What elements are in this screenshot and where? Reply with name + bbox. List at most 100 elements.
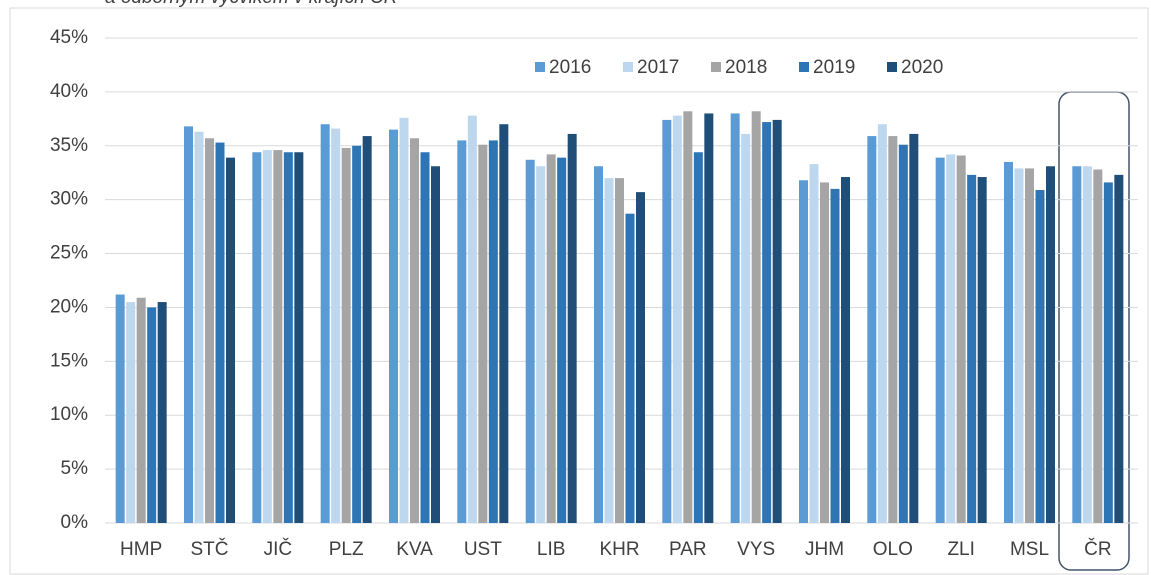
bar	[977, 177, 987, 524]
bar	[1004, 161, 1013, 523]
bar	[888, 136, 898, 524]
bar	[1025, 168, 1034, 523]
bar	[457, 140, 467, 523]
bar	[625, 213, 635, 523]
x-tick-label: PAR	[669, 539, 707, 560]
bar	[420, 152, 430, 523]
bar	[704, 113, 714, 523]
bar	[283, 152, 293, 523]
y-tick-label: 0%	[61, 512, 89, 533]
bar	[594, 166, 603, 523]
bar	[184, 126, 193, 523]
bar	[389, 129, 398, 523]
legend-swatch	[799, 62, 809, 72]
bar	[820, 182, 829, 523]
y-tick-label: 25%	[50, 243, 88, 264]
legend-swatch	[535, 62, 545, 72]
bar	[898, 144, 908, 523]
chart-title: a odborným výcvikem v krajích ČR	[105, 0, 398, 8]
bar	[536, 166, 546, 523]
bar	[867, 136, 877, 524]
y-tick-label: 15%	[50, 350, 88, 371]
chart-frame	[9, 7, 1149, 575]
bar	[557, 157, 567, 523]
bar	[488, 140, 498, 523]
legend-label: 2017	[637, 57, 679, 78]
bar	[341, 147, 351, 523]
bar	[615, 178, 624, 523]
x-tick-label: PLZ	[329, 539, 364, 560]
bar	[946, 154, 956, 523]
bar	[604, 178, 614, 523]
bar	[683, 111, 693, 524]
legend-label: 2016	[549, 57, 591, 78]
bar	[115, 294, 125, 523]
x-tick-label: OLO	[873, 539, 913, 560]
x-tick-label: LIB	[537, 539, 566, 560]
bar	[362, 136, 372, 524]
bar	[799, 180, 808, 523]
x-tick-label: JHM	[805, 539, 844, 560]
x-tick-label: KVA	[396, 539, 433, 560]
bar	[136, 297, 146, 523]
bar	[693, 152, 703, 523]
bar	[1093, 169, 1103, 523]
bar	[273, 150, 283, 524]
y-tick-label: 35%	[50, 135, 88, 156]
bar	[1035, 189, 1045, 523]
bar	[431, 166, 440, 523]
x-tick-label: MSL	[1010, 539, 1049, 560]
bar	[320, 124, 330, 523]
x-tick-label: UST	[464, 539, 502, 560]
x-tick-label: JIČ	[264, 538, 293, 560]
bar	[956, 155, 966, 523]
bar	[1014, 168, 1024, 523]
bar	[157, 302, 167, 523]
bar	[751, 111, 761, 524]
bar	[1114, 174, 1124, 523]
bar	[567, 133, 577, 523]
bar	[525, 159, 535, 524]
bar	[762, 122, 772, 524]
x-tick-label: ČR	[1084, 538, 1111, 560]
bar	[841, 177, 850, 524]
legend-label: 2020	[901, 57, 943, 78]
bar	[478, 144, 488, 523]
bar	[215, 142, 225, 524]
x-tick-label: HMP	[120, 539, 162, 560]
bar	[252, 152, 262, 523]
y-tick-label: 5%	[61, 458, 89, 479]
bar	[935, 157, 945, 523]
y-tick-label: 20%	[50, 296, 88, 317]
bar	[399, 117, 409, 523]
legend-swatch	[623, 62, 633, 72]
bar	[672, 115, 682, 523]
bar	[772, 119, 782, 524]
x-tick-label: KHR	[599, 539, 639, 560]
y-tick-label: 45%	[50, 27, 88, 48]
bar	[410, 138, 419, 523]
bar	[205, 138, 214, 523]
y-tick-label: 40%	[50, 81, 88, 102]
bar	[499, 124, 509, 523]
x-tick-label: VYS	[737, 539, 775, 560]
bar	[352, 145, 362, 523]
bar	[147, 307, 157, 523]
bar	[467, 115, 477, 523]
bar	[636, 192, 645, 523]
bar	[294, 152, 304, 523]
bar	[730, 113, 740, 523]
bar	[741, 133, 751, 523]
bar	[967, 174, 977, 523]
y-tick-label: 10%	[50, 404, 88, 425]
legend-label: 2019	[813, 57, 855, 78]
bar	[1103, 182, 1113, 523]
bar	[226, 157, 235, 523]
legend-swatch	[887, 62, 897, 72]
bar	[331, 128, 341, 524]
bar	[126, 302, 136, 523]
y-tick-label: 30%	[50, 189, 88, 210]
x-tick-label: ZLI	[947, 539, 974, 560]
bar	[809, 164, 819, 523]
